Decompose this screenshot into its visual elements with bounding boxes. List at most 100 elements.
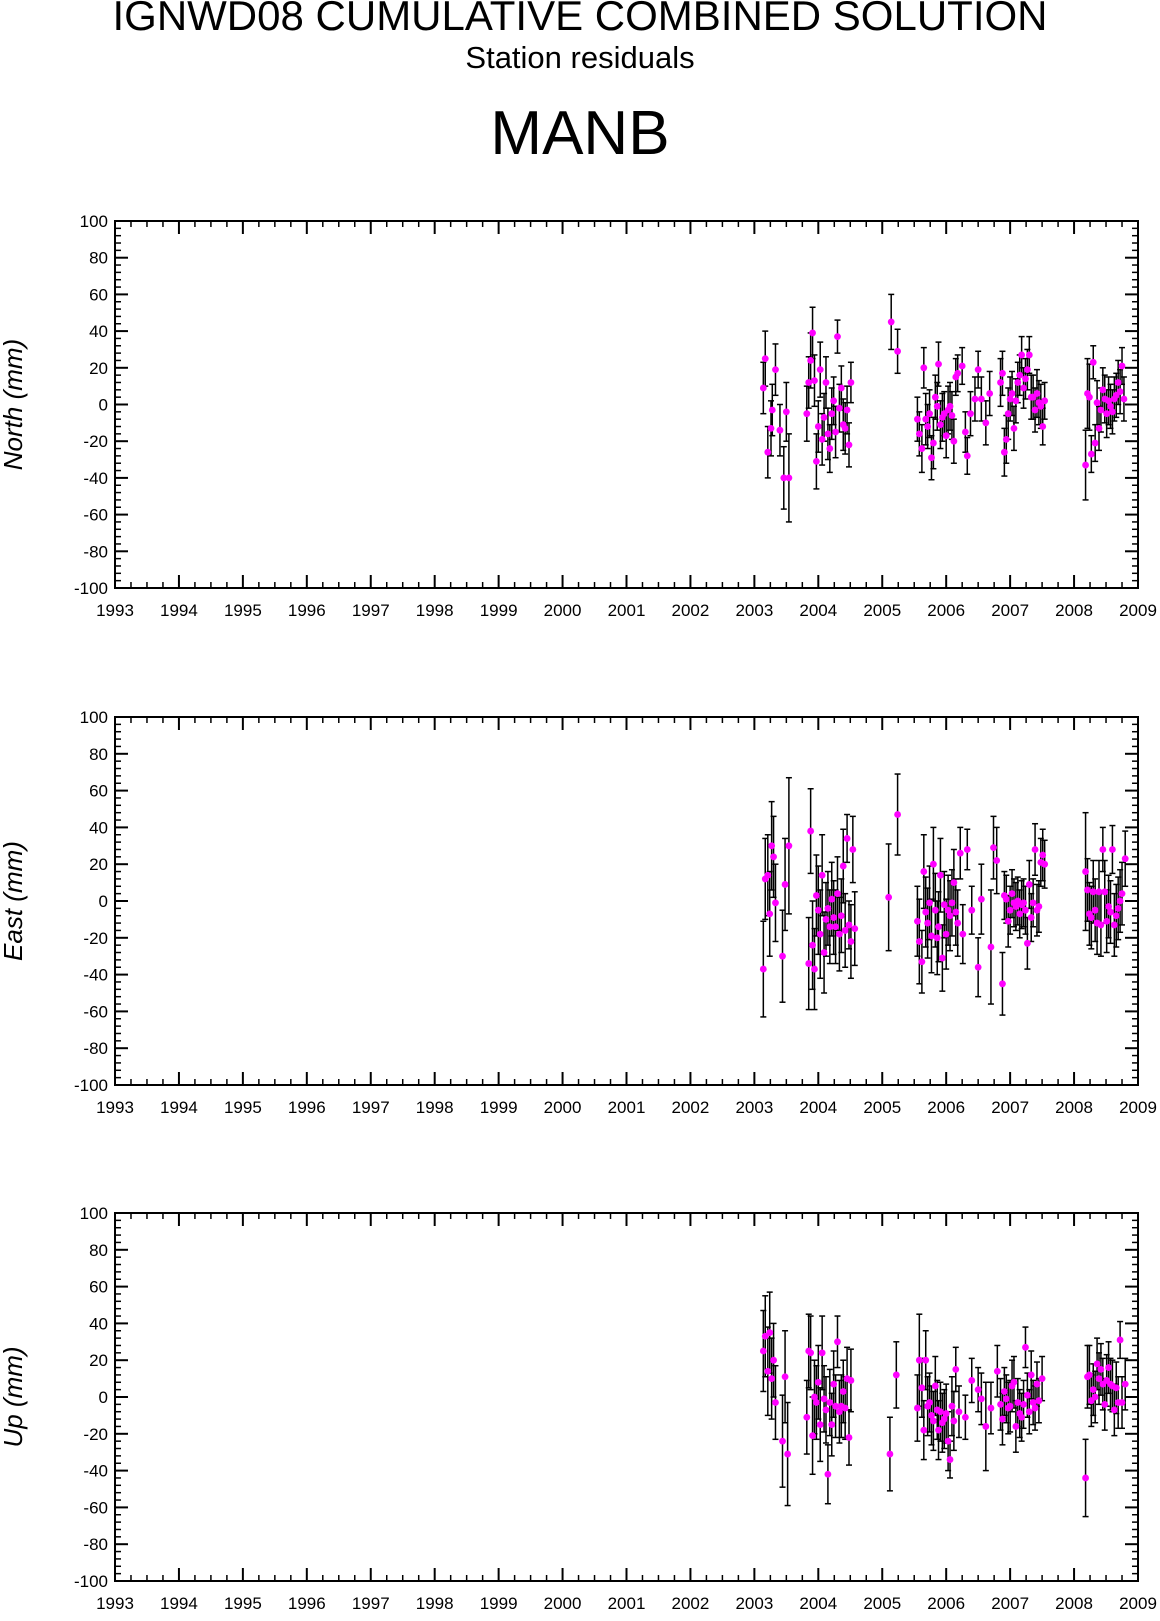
data-point — [918, 1384, 926, 1392]
east-x-tick-label: 2007 — [991, 1098, 1029, 1117]
data-point — [826, 1399, 834, 1406]
data-point — [826, 445, 834, 452]
data-point — [1010, 1378, 1018, 1386]
data-point — [977, 1395, 985, 1403]
data-point — [820, 1395, 828, 1403]
north-x-tick-label: 2000 — [544, 601, 582, 620]
data-point — [830, 914, 838, 921]
up-x-tick-label: 2002 — [672, 1594, 710, 1613]
north-y-axis-label: North (mm) — [0, 339, 28, 470]
data-point — [770, 1356, 777, 1364]
north-x-tick-label: 1998 — [416, 601, 454, 620]
data-point — [1101, 888, 1109, 896]
up-x-tick-label: 1998 — [416, 1594, 454, 1613]
north-panel: 1993 1994 1995 1996 1997 1998 1999 2000 2001 2002… — [0, 212, 1157, 620]
north-x-tick-label: 2001 — [608, 601, 646, 620]
data-point — [837, 384, 845, 392]
data-point — [922, 1356, 930, 1364]
north-y-tick-label: -40 — [83, 469, 108, 488]
north-x-tick-label: 2003 — [735, 601, 773, 620]
data-point — [887, 318, 895, 326]
data-point — [779, 952, 786, 960]
data-point — [1091, 906, 1099, 914]
data-point — [974, 1386, 982, 1394]
data-point — [1105, 397, 1112, 405]
up-x-tick-label: 1995 — [224, 1594, 262, 1613]
data-point — [832, 428, 839, 436]
data-point — [1095, 424, 1103, 432]
data-point — [1103, 410, 1111, 418]
data-point — [915, 938, 923, 945]
north-y-tick-label: -100 — [74, 579, 108, 598]
data-point — [987, 943, 995, 951]
data-point — [997, 1400, 1004, 1408]
up-x-tick-label: 2005 — [863, 1594, 901, 1613]
data-point — [1097, 921, 1105, 929]
data-point — [930, 1417, 937, 1425]
data-point — [1031, 406, 1039, 414]
data-point — [933, 402, 941, 410]
data-point — [826, 923, 834, 931]
data-point — [1039, 423, 1047, 430]
data-point — [1105, 903, 1112, 910]
data-point — [1000, 448, 1008, 456]
up-y-tick-label: 0 — [99, 1388, 108, 1407]
up-data-points — [759, 1329, 1129, 1482]
data-point — [1014, 379, 1022, 386]
east-x-tick-label: 2005 — [863, 1098, 901, 1117]
data-point — [1004, 917, 1012, 925]
east-x-tick-label: 2003 — [735, 1098, 773, 1117]
east-x-tick-label: 2002 — [672, 1098, 710, 1117]
data-point — [830, 397, 838, 405]
data-point — [935, 923, 942, 931]
data-point — [761, 355, 769, 363]
data-point — [1089, 358, 1097, 366]
data-point — [935, 360, 942, 368]
data-point — [830, 1380, 838, 1388]
data-point — [914, 917, 921, 925]
data-point — [1084, 886, 1091, 894]
east-x-tick-label: 1997 — [352, 1098, 390, 1117]
data-point — [816, 930, 824, 938]
data-point — [807, 827, 815, 835]
data-point — [1020, 1400, 1027, 1408]
data-point — [1006, 906, 1014, 914]
data-point — [1099, 846, 1107, 853]
east-y-tick-label: 0 — [99, 892, 108, 911]
data-point — [1082, 1474, 1089, 1482]
north-y-tick-label: 0 — [99, 396, 108, 415]
data-point — [1031, 1404, 1039, 1412]
east-x-tick-label: 2001 — [608, 1098, 646, 1117]
data-point — [942, 1410, 950, 1417]
data-point — [1025, 881, 1033, 888]
data-point — [986, 390, 994, 397]
data-point — [961, 428, 969, 436]
data-point — [1033, 390, 1041, 397]
data-point — [1006, 1402, 1014, 1410]
north-x-tick-label: 1999 — [480, 601, 518, 620]
data-point — [1027, 914, 1035, 921]
data-point — [930, 439, 937, 447]
north-x-tick-label: 1997 — [352, 601, 390, 620]
data-point — [784, 1450, 792, 1458]
data-point — [1039, 851, 1047, 859]
data-point — [1116, 388, 1124, 396]
data-point — [1095, 888, 1103, 896]
data-point — [1101, 1400, 1109, 1408]
data-point — [820, 413, 828, 421]
north-error-bars — [760, 293, 1127, 523]
data-point — [959, 930, 967, 938]
data-point — [915, 1356, 923, 1364]
data-point — [1110, 921, 1118, 929]
data-point — [937, 421, 944, 429]
data-point — [1089, 888, 1097, 896]
up-x-tick-label: 1999 — [480, 1594, 518, 1613]
up-x-tick-label: 2000 — [544, 1594, 582, 1613]
data-point — [1110, 1406, 1118, 1414]
north-x-tick-label: 2009 — [1119, 601, 1157, 620]
data-point — [768, 406, 776, 414]
data-point — [926, 1399, 933, 1406]
data-point — [816, 366, 824, 374]
data-point — [811, 965, 818, 973]
